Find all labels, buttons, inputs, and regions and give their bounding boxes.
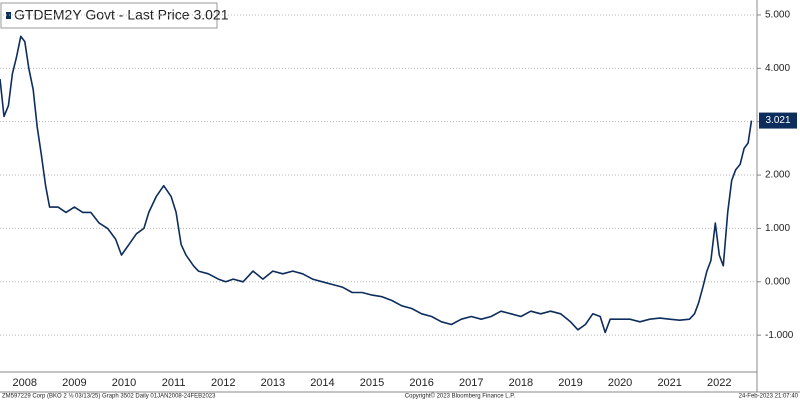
footer-center: Copyright© 2023 Bloomberg Finance L.P. — [405, 393, 516, 400]
y-tick-label: 0.000 — [765, 276, 790, 287]
x-tick-label: 2014 — [310, 377, 334, 389]
last-price-label: 3.021 — [765, 115, 790, 126]
x-tick-label: 2022 — [707, 377, 731, 389]
footer-right: 24-Feb-2023 21:07:40 — [739, 394, 799, 400]
x-tick-label: 2019 — [558, 377, 582, 389]
y-tick-label: 2.000 — [765, 170, 790, 181]
title-box — [0, 2, 218, 29]
x-tick-label: 2010 — [112, 377, 136, 389]
last-price-box — [759, 112, 797, 129]
x-tick-label: 2013 — [261, 377, 285, 389]
x-tick-label: 2012 — [211, 377, 235, 389]
x-tick-label: 2020 — [608, 377, 632, 389]
legend-swatch — [6, 12, 11, 19]
x-tick-label: 2021 — [657, 377, 681, 389]
x-tick-label: 2015 — [360, 377, 384, 389]
x-tick-label: 2008 — [13, 377, 37, 389]
chart-title: GTDEM2Y Govt - Last Price 3.021 — [14, 7, 229, 23]
y-tick-label: 1.000 — [765, 223, 790, 234]
x-tick-label: 2017 — [459, 377, 483, 389]
y-tick-label: 4.000 — [765, 63, 790, 74]
y-tick-label: 5.000 — [765, 10, 790, 21]
x-tick-label: 2018 — [509, 377, 533, 389]
x-tick-label: 2009 — [62, 377, 86, 389]
x-tick-label: 2011 — [162, 377, 186, 389]
y-tick-label: -1.000 — [765, 330, 794, 341]
x-tick-label: 2016 — [409, 377, 433, 389]
footer-left: ZM597229 Corp (BKO 2 ⅛ 03/13/25) Graph 3… — [2, 394, 216, 400]
price-line — [0, 35, 753, 334]
